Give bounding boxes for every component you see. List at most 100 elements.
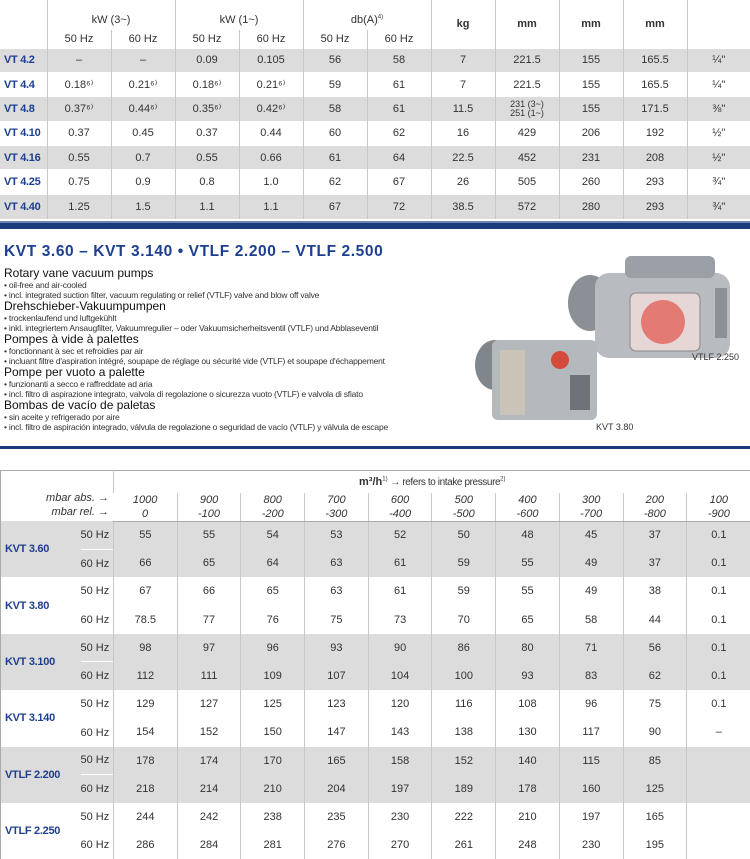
capacity-cell: 230: [559, 831, 623, 859]
pressure-rel: -600: [496, 507, 559, 521]
capacity-cell: 174: [177, 747, 241, 775]
spec-cell: 60: [303, 121, 367, 145]
capacity-cell: 286: [114, 831, 178, 859]
capacity-cell: 45: [559, 521, 623, 549]
spec-cell: ½": [687, 146, 750, 170]
spec-cell: 0.42⁶⁾: [239, 97, 303, 121]
capacity-cell: 189: [432, 775, 496, 803]
capacity-cell: 96: [241, 634, 305, 662]
header-db: db(A)4): [303, 0, 431, 30]
capacity-cell: 63: [305, 549, 369, 577]
capacity-cell: 49: [559, 549, 623, 577]
description-line: • oil-free and air-cooled: [4, 280, 474, 290]
capacity-cell: 65: [177, 549, 241, 577]
capacity-cell: 197: [368, 775, 432, 803]
spec-cell: 1.5: [111, 194, 175, 218]
frequency-label: 50 Hz: [81, 690, 114, 718]
model-name: VTLF 2.250: [1, 803, 81, 859]
capacity-cell: 75: [623, 690, 687, 718]
capacity-cell: 78.5: [114, 606, 178, 634]
capacity-cell: 44: [623, 606, 687, 634]
capacity-cell: 70: [432, 606, 496, 634]
capacity-cell: 120: [368, 690, 432, 718]
spec-cell: 0.7: [111, 146, 175, 170]
pressure-rel: -300: [305, 507, 368, 521]
capacity-cell: 125: [241, 690, 305, 718]
pressure-rel: -900: [687, 507, 750, 521]
capacity-cell: 65: [496, 606, 560, 634]
spec-cell: 221.5: [495, 72, 559, 96]
capacity-cell: 61: [368, 549, 432, 577]
capacity-cell: 152: [177, 718, 241, 746]
spec-cell: ¾": [687, 194, 750, 218]
capacity-cell: 48: [496, 521, 560, 549]
spec-cell: 0.44⁶⁾: [111, 97, 175, 121]
spec-cell: 0.09: [175, 48, 239, 72]
capacity-cell: 93: [496, 662, 560, 690]
spec-cell: 67: [367, 170, 431, 194]
model-name: VT 4.4: [0, 72, 47, 96]
capacity-header: m³/h1) → refers to intake pressure2): [114, 471, 750, 493]
capacity-cell: 112: [114, 662, 178, 690]
model-name: KVT 3.100: [1, 634, 81, 690]
capacity-cell: 138: [432, 718, 496, 746]
spec-cell: 7: [431, 48, 495, 72]
capacity-cell: 104: [368, 662, 432, 690]
capacity-cell: 195: [623, 831, 687, 859]
pressure-abs: 700: [305, 493, 368, 507]
spec-cell: 0.18⁶⁾: [175, 72, 239, 96]
description-heading: Pompe per vuoto a palette: [4, 366, 474, 379]
capacity-cell: 125: [623, 775, 687, 803]
pressure-abs: 1000: [114, 493, 177, 507]
header-mm: mm: [623, 0, 687, 48]
spec-cell: 26: [431, 170, 495, 194]
capacity-cell: 130: [496, 718, 560, 746]
spec-cell: 0.66: [239, 146, 303, 170]
section-title: KVT 3.60 – KVT 3.140 • VTLF 2.200 – VTLF…: [4, 243, 383, 261]
frequency-label: 60 Hz: [81, 831, 114, 859]
capacity-cell: 242: [177, 803, 241, 831]
capacity-cell: 115: [559, 747, 623, 775]
spec-cell: 0.105: [239, 48, 303, 72]
spec-cell: 0.35⁶⁾: [175, 97, 239, 121]
header-mm: mm: [559, 0, 623, 48]
description-line: • fonctionnant à sec et refroidies par a…: [4, 346, 474, 356]
capacity-cell: 143: [368, 718, 432, 746]
capacity-cell: 107: [305, 662, 369, 690]
frequency-label: 60 Hz: [81, 549, 114, 577]
spec-cell: 0.37: [47, 121, 111, 145]
spec-cell: –: [111, 48, 175, 72]
capacity-cell: 0.1: [687, 690, 750, 718]
header-50hz: 50 Hz: [175, 30, 239, 48]
header-50hz: 50 Hz: [303, 30, 367, 48]
spec-cell: 231: [559, 146, 623, 170]
capacity-cell: 63: [305, 577, 369, 605]
capacity-cell: 147: [305, 718, 369, 746]
capacity-cell: 154: [114, 718, 178, 746]
header-kw1: kW (1~): [175, 0, 303, 30]
pressure-abs: 500: [432, 493, 495, 507]
kvt-caption: KVT 3.80: [596, 422, 633, 432]
model-name: VT 4.40: [0, 194, 47, 218]
spec-cell: 1.25: [47, 194, 111, 218]
model-name: KVT 3.80: [1, 577, 81, 633]
pressure-header: 500-500: [432, 493, 496, 522]
capacity-cell: 276: [305, 831, 369, 859]
description-line: • funzionanti a secco e raffreddate ad a…: [4, 379, 474, 389]
pressure-rel: 0: [114, 507, 177, 521]
capacity-cell: 52: [368, 521, 432, 549]
capacity-cell: 150: [241, 718, 305, 746]
capacity-cell: 0.1: [687, 606, 750, 634]
spec-cell: 62: [367, 121, 431, 145]
capacity-cell: 98: [114, 634, 178, 662]
capacity-cell: 0.1: [687, 549, 750, 577]
